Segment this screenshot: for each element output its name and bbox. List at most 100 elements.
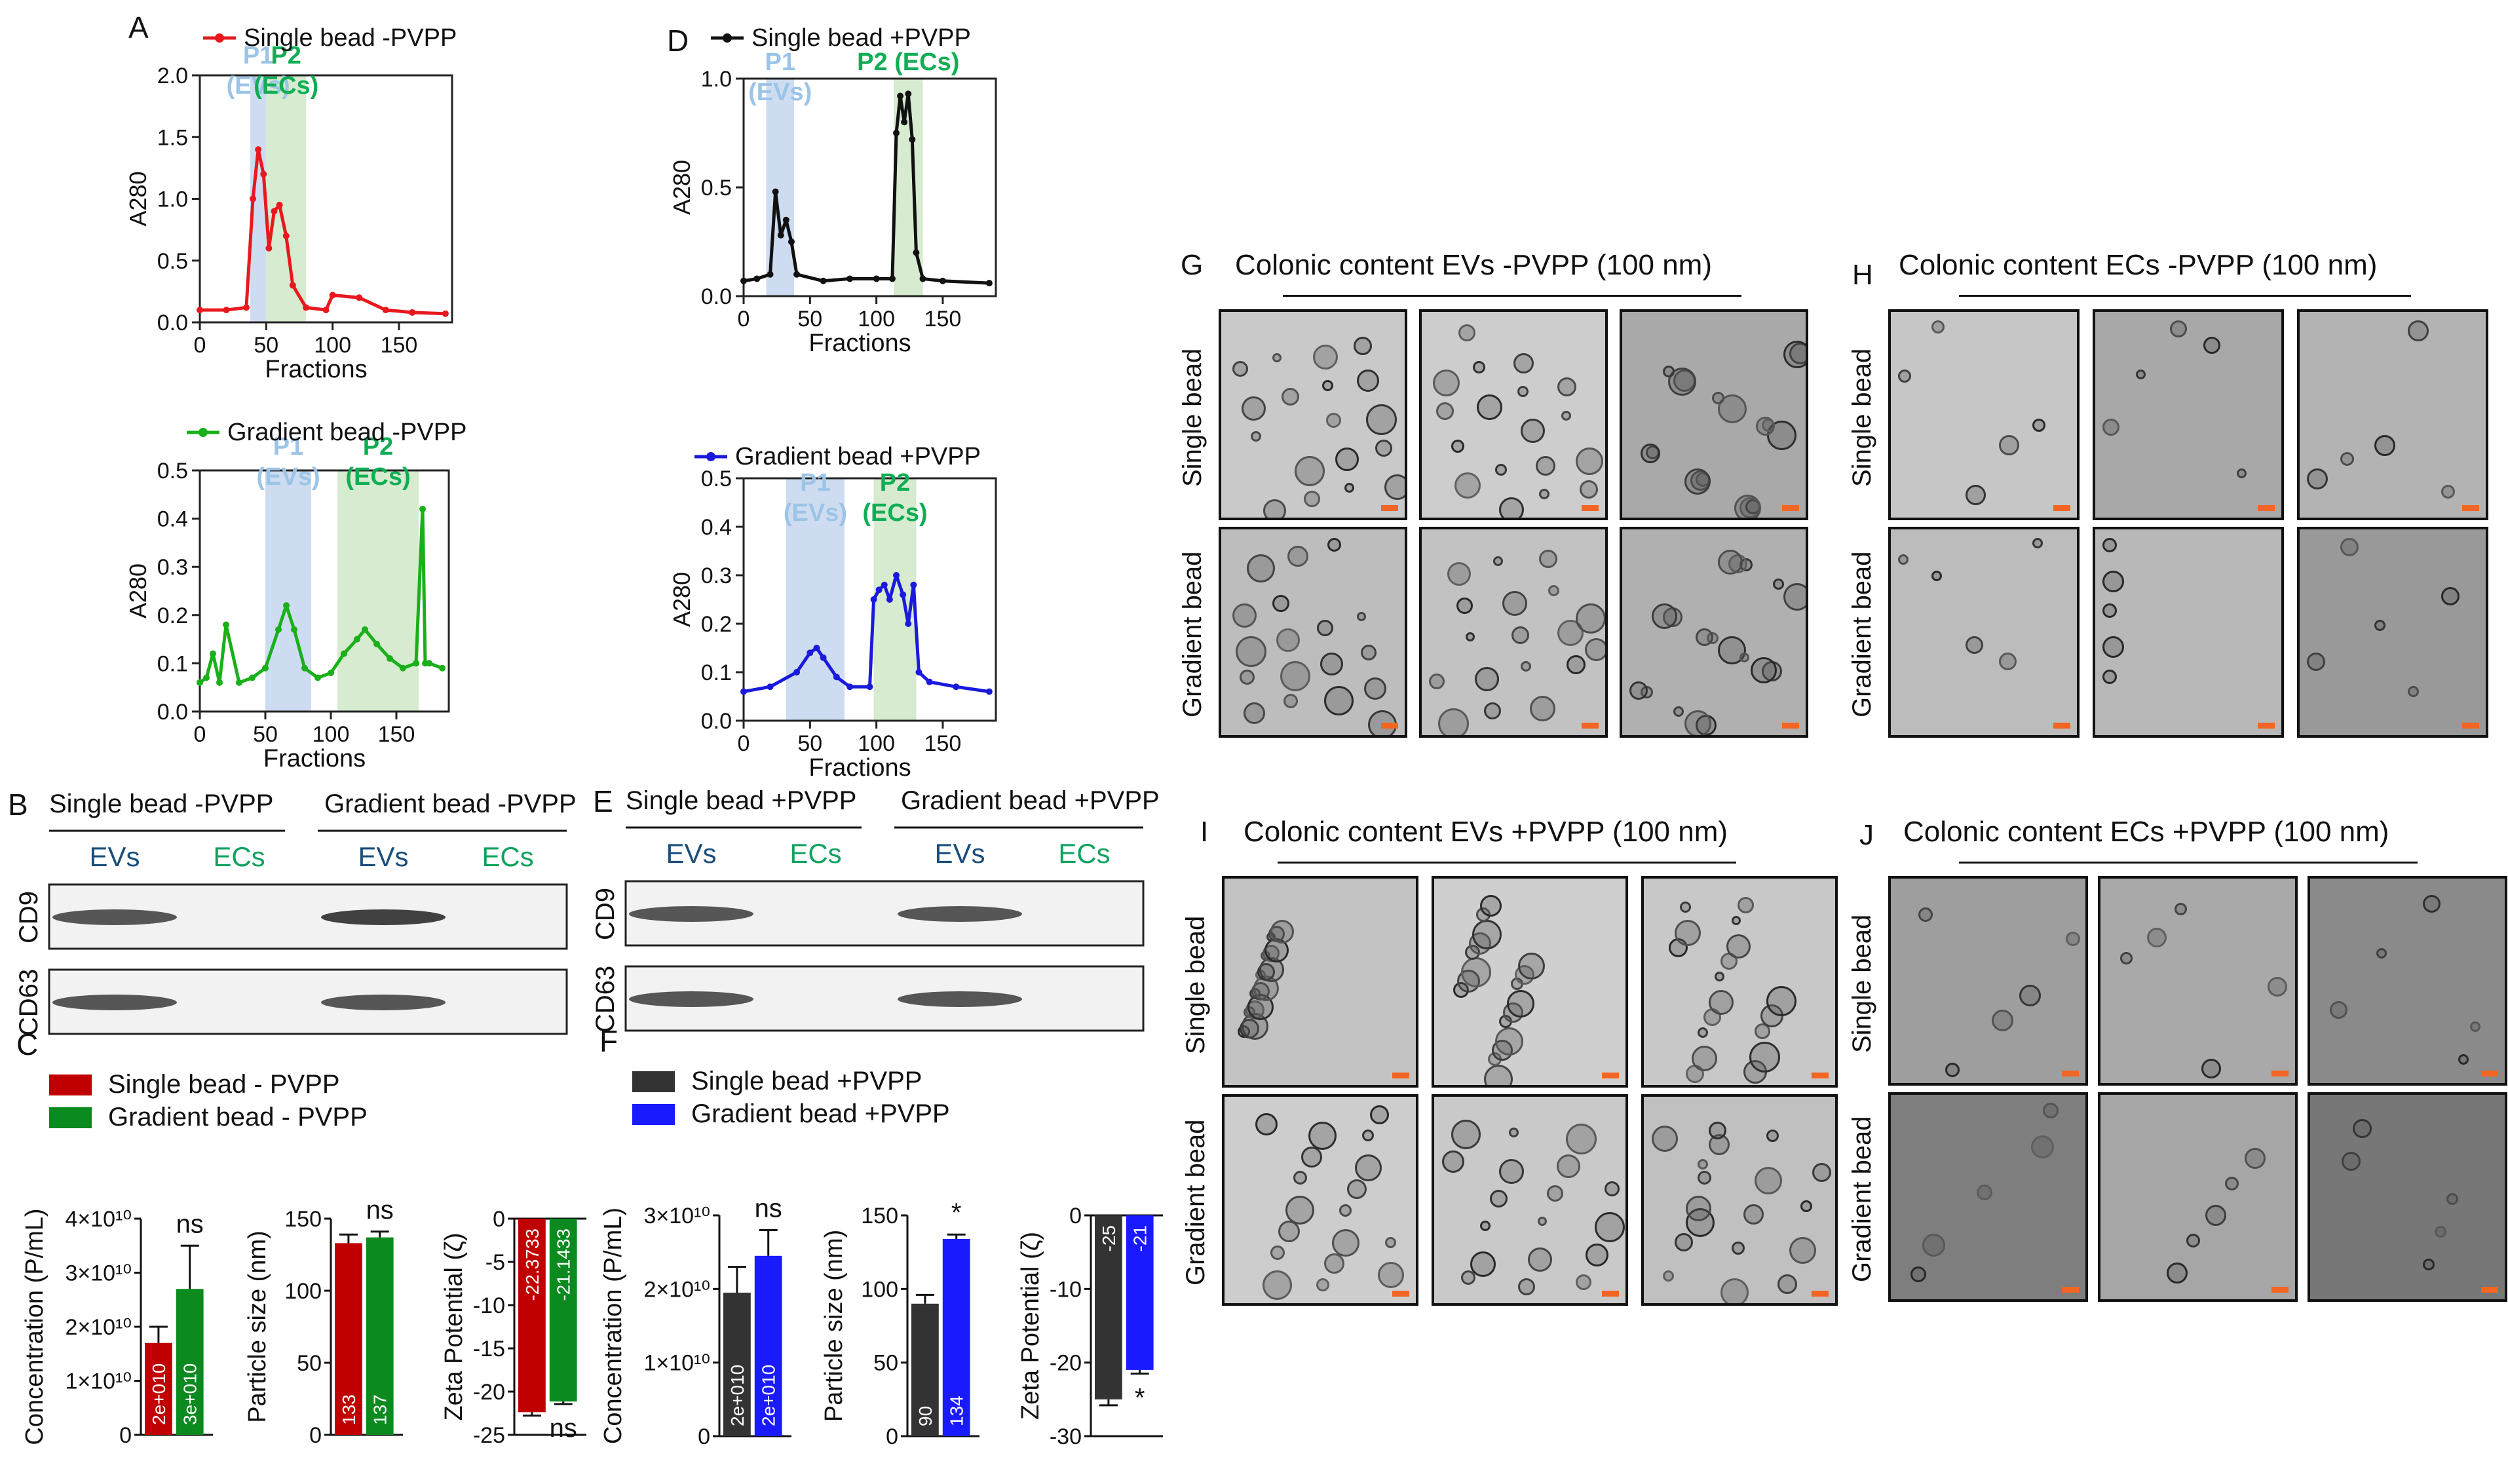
vesicle-particle [2307, 468, 2328, 489]
tem-micrograph [1888, 309, 2080, 520]
vesicle-particle [1263, 499, 1287, 518]
scale-bar-marker [1812, 1073, 1829, 1078]
a-top-data-point [265, 244, 273, 252]
f-size-y-tick-label: 100 [861, 1277, 898, 1302]
a-bottom-data-point [341, 650, 347, 657]
a-top-data-point [322, 307, 330, 314]
vesicle-particle [2441, 586, 2460, 605]
d-bottom-data-point [813, 645, 820, 651]
a-top-data-point [329, 292, 336, 299]
c-conc-y-tick-label: 0 [119, 1423, 132, 1448]
c-size-bar-label: 137 [370, 1394, 390, 1425]
scale-bar-marker [2462, 505, 2479, 511]
vesicle-particle [1697, 1171, 1711, 1185]
y-tick-label: 0.5 [157, 459, 188, 484]
vesicle-particle [1255, 1113, 1278, 1136]
tem-micrograph [1620, 527, 1808, 738]
panel-G-title: Colonic content EVs -PVPP (100 nm) [1235, 249, 1712, 281]
x-axis-label: Fractions [808, 754, 911, 782]
vesicle-particle [1339, 1204, 1352, 1217]
x-tick-label: 50 [797, 307, 822, 332]
d-top-data-point [939, 277, 946, 284]
panel-I-title-underline [1278, 862, 1736, 864]
f-conc-y-axis-label: Concentration (P/mL) [599, 1208, 627, 1444]
d-bottom-frame [742, 477, 997, 722]
panel-letter-H: H [1852, 259, 1873, 291]
x-tick-label: 100 [313, 722, 350, 747]
vesicle-particle [1686, 1196, 1712, 1222]
panel-letter-C: C [16, 1027, 38, 1061]
b-row-label: CD9 [14, 891, 43, 943]
d-bottom-p1-sub: (EVs) [784, 499, 847, 527]
y-tick-label: 0.3 [701, 563, 732, 588]
vesicle-particle [1270, 1245, 1285, 1260]
a-bottom-p1-label: P1 [273, 433, 303, 461]
d-bottom-data-point [820, 654, 827, 661]
vesicle-particle [1789, 1237, 1816, 1265]
vesicle-particle [1308, 1121, 1337, 1150]
d-bottom-data-point [985, 688, 993, 695]
vesicle-particle [2407, 685, 2419, 697]
a-bottom-p1-region [265, 470, 311, 712]
x-tick-label: 100 [858, 731, 895, 756]
d-bottom-chart: 0.0 0.1 0.2 0.3 0.4 0.5 0 50 100 150 Fractions A280 [668, 466, 997, 782]
panel-letter-J: J [1859, 819, 1874, 851]
scale-bar-marker [1381, 505, 1398, 511]
f-conc-y-tick-label: 2×10¹⁰ [643, 1277, 710, 1302]
tem-micrograph [1419, 527, 1608, 738]
vesicle-particle [2032, 419, 2045, 432]
a-bottom-chart: 0.0 0.1 0.2 0.3 0.4 0.5 0 50 100 150 Fractions A280 [124, 459, 450, 772]
tem-micrograph [2098, 1092, 2298, 1302]
vesicle-particle [1998, 435, 2019, 456]
vesicle-particle [1604, 1181, 1620, 1197]
scale-bar-marker [2481, 1071, 2498, 1076]
vesicle-particle [1320, 653, 1344, 676]
b-band [321, 909, 446, 925]
vesicle-particle [1385, 1237, 1397, 1249]
vesicle-particle [1918, 907, 1933, 922]
vesicle-particle [2441, 484, 2455, 499]
x-tick-label: 0 [194, 722, 206, 747]
d-top-legend-label: Single bead +PVPP [751, 24, 971, 52]
d-bottom-data-point [893, 572, 900, 579]
d-top-data-point [740, 277, 747, 284]
vesicle-particle [1567, 655, 1586, 674]
c-size-bar-0 [335, 1243, 362, 1435]
vesicle-particle [1456, 597, 1473, 614]
vesicle-particle [1331, 1228, 1359, 1257]
vesicle-particle [1360, 644, 1377, 660]
vesicle-particle [1499, 1158, 1525, 1184]
vesicle-particle [1696, 628, 1713, 646]
c-size-y-axis-label: Particle size (nm) [244, 1230, 271, 1423]
x-axis-label: Fractions [265, 356, 367, 383]
vesicle-particle [1232, 603, 1257, 628]
c-conc-y-tick-label: 1×10¹⁰ [65, 1369, 132, 1394]
e-lane-2: EVs [934, 838, 985, 869]
vesicle-particle [1362, 1130, 1375, 1142]
vesicle-particle [2019, 985, 2042, 1007]
vesicle-particle [2423, 894, 2441, 913]
tem-micrograph [1641, 876, 1838, 1088]
y-tick-label: 0.4 [157, 507, 188, 532]
vesicle-particle [1241, 396, 1266, 421]
x-tick-label: 150 [924, 307, 962, 332]
y-tick-label: 0.2 [157, 603, 188, 628]
f-zeta-bar-0 [1095, 1215, 1122, 1399]
vesicle-particle [1325, 412, 1341, 428]
vesicle-particle [1301, 1146, 1322, 1168]
y-axis-label: A280 [668, 572, 695, 627]
vesicle-particle [1232, 361, 1248, 377]
f-zeta-bar-1 [1126, 1215, 1154, 1370]
x-tick-label: 100 [314, 333, 351, 358]
e-band [629, 991, 753, 1007]
vesicle-particle [2203, 336, 2220, 354]
tem-micrograph [1222, 1094, 1418, 1306]
panel-H-row-label: Gradient bead [1848, 551, 1876, 717]
vesicle-particle [1344, 482, 1354, 493]
vesicle-particle [2032, 537, 2043, 548]
vesicle-particle [1579, 480, 1598, 499]
vesicle-particle [1739, 653, 1750, 663]
tem-micrograph [1888, 876, 2088, 1086]
vesicle-particle [1576, 603, 1605, 634]
y-tick-label: 0.0 [701, 709, 732, 734]
